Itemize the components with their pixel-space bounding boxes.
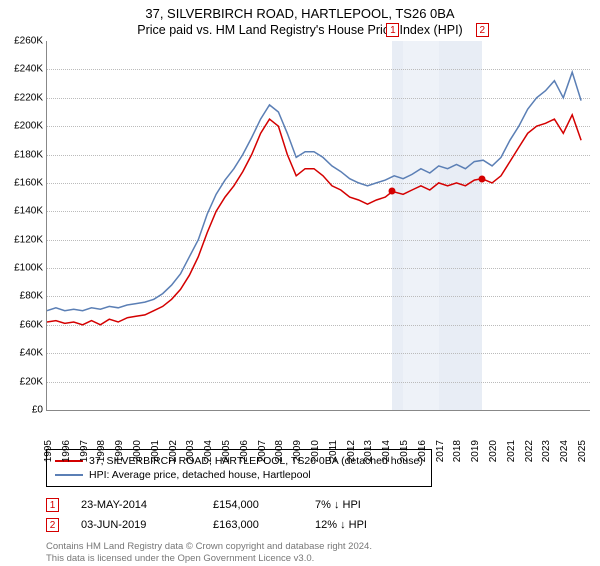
x-tick-label: 2014 bbox=[381, 440, 392, 462]
legend-row: HPI: Average price, detached house, Hart… bbox=[55, 468, 423, 482]
sales-table: 1 23-MAY-2014 £154,000 7% ↓ HPI 2 03-JUN-2019… bbox=[46, 495, 600, 535]
x-tick-label: 1998 bbox=[96, 440, 107, 462]
x-tick-label: 2001 bbox=[150, 440, 161, 462]
sale-row: 2 03-JUN-2019 £163,000 12% ↓ HPI bbox=[46, 515, 600, 535]
y-tick-label: £120K bbox=[14, 234, 43, 245]
legend-swatch bbox=[55, 474, 83, 476]
sale-row: 1 23-MAY-2014 £154,000 7% ↓ HPI bbox=[46, 495, 600, 515]
x-tick-label: 2022 bbox=[524, 440, 535, 462]
x-tick-label: 2000 bbox=[132, 440, 143, 462]
footer-line: Contains HM Land Registry data © Crown c… bbox=[46, 541, 600, 553]
sale-price: £163,000 bbox=[213, 519, 293, 531]
y-tick-label: £240K bbox=[14, 64, 43, 75]
x-tick-label: 2020 bbox=[488, 440, 499, 462]
sale-diff: 7% ↓ HPI bbox=[315, 499, 405, 511]
y-tick-label: £60K bbox=[20, 319, 43, 330]
series-line-property bbox=[47, 115, 581, 325]
footer-attribution: Contains HM Land Registry data © Crown c… bbox=[46, 541, 600, 566]
x-tick-label: 2025 bbox=[577, 440, 588, 462]
x-tick-label: 2008 bbox=[274, 440, 285, 462]
sale-date: 23-MAY-2014 bbox=[81, 499, 191, 511]
sale-marker-icon: 2 bbox=[46, 518, 59, 532]
x-tick-label: 1997 bbox=[79, 440, 90, 462]
x-tick-label: 2002 bbox=[168, 440, 179, 462]
x-tick-label: 2006 bbox=[239, 440, 250, 462]
y-tick-label: £80K bbox=[20, 291, 43, 302]
x-tick-label: 2004 bbox=[203, 440, 214, 462]
x-tick-label: 2007 bbox=[257, 440, 268, 462]
sale-marker-icon: 1 bbox=[46, 498, 59, 512]
x-tick-label: 2013 bbox=[363, 440, 374, 462]
x-tick-label: 2011 bbox=[328, 440, 339, 462]
chart-container: 37, SILVERBIRCH ROAD, HARTLEPOOL, TS26 0… bbox=[0, 0, 600, 560]
sale-point-dot bbox=[478, 175, 485, 182]
y-tick-label: £180K bbox=[14, 149, 43, 160]
legend-label: HPI: Average price, detached house, Hart… bbox=[89, 469, 311, 481]
x-tick-label: 2009 bbox=[292, 440, 303, 462]
x-tick-label: 2019 bbox=[470, 440, 481, 462]
x-tick-label: 2024 bbox=[559, 440, 570, 462]
sale-marker-top: 1 bbox=[386, 23, 399, 37]
x-tick-label: 2023 bbox=[541, 440, 552, 462]
x-tick-label: 2015 bbox=[399, 440, 410, 462]
x-tick-label: 2017 bbox=[435, 440, 446, 462]
y-tick-label: £100K bbox=[14, 263, 43, 274]
y-tick-label: £20K bbox=[20, 376, 43, 387]
sale-date: 03-JUN-2019 bbox=[81, 519, 191, 531]
y-tick-label: £260K bbox=[14, 36, 43, 47]
y-tick-label: £140K bbox=[14, 206, 43, 217]
y-tick-label: £160K bbox=[14, 177, 43, 188]
x-tick-label: 2003 bbox=[185, 440, 196, 462]
y-tick-label: £0 bbox=[32, 405, 43, 416]
sale-price: £154,000 bbox=[213, 499, 293, 511]
series-line-hpi bbox=[47, 72, 581, 311]
chart-svg bbox=[47, 41, 590, 410]
x-tick-label: 1995 bbox=[43, 440, 54, 462]
sale-diff: 12% ↓ HPI bbox=[315, 519, 405, 531]
x-tick-label: 1996 bbox=[61, 440, 72, 462]
y-tick-label: £220K bbox=[14, 92, 43, 103]
chart-area: £0£20K£40K£60K£80K£100K£120K£140K£160K£1… bbox=[46, 41, 590, 411]
page-title: 37, SILVERBIRCH ROAD, HARTLEPOOL, TS26 0… bbox=[0, 0, 600, 21]
sale-point-dot bbox=[389, 188, 396, 195]
x-tick-label: 2010 bbox=[310, 440, 321, 462]
x-tick-label: 2012 bbox=[346, 440, 357, 462]
x-tick-label: 2021 bbox=[506, 440, 517, 462]
sale-marker-top: 2 bbox=[476, 23, 489, 37]
x-tick-label: 1999 bbox=[114, 440, 125, 462]
y-tick-label: £40K bbox=[20, 348, 43, 359]
x-tick-label: 2016 bbox=[417, 440, 428, 462]
x-tick-label: 2005 bbox=[221, 440, 232, 462]
y-tick-label: £200K bbox=[14, 121, 43, 132]
page-subtitle: Price paid vs. HM Land Registry's House … bbox=[0, 21, 600, 41]
x-tick-label: 2018 bbox=[452, 440, 463, 462]
